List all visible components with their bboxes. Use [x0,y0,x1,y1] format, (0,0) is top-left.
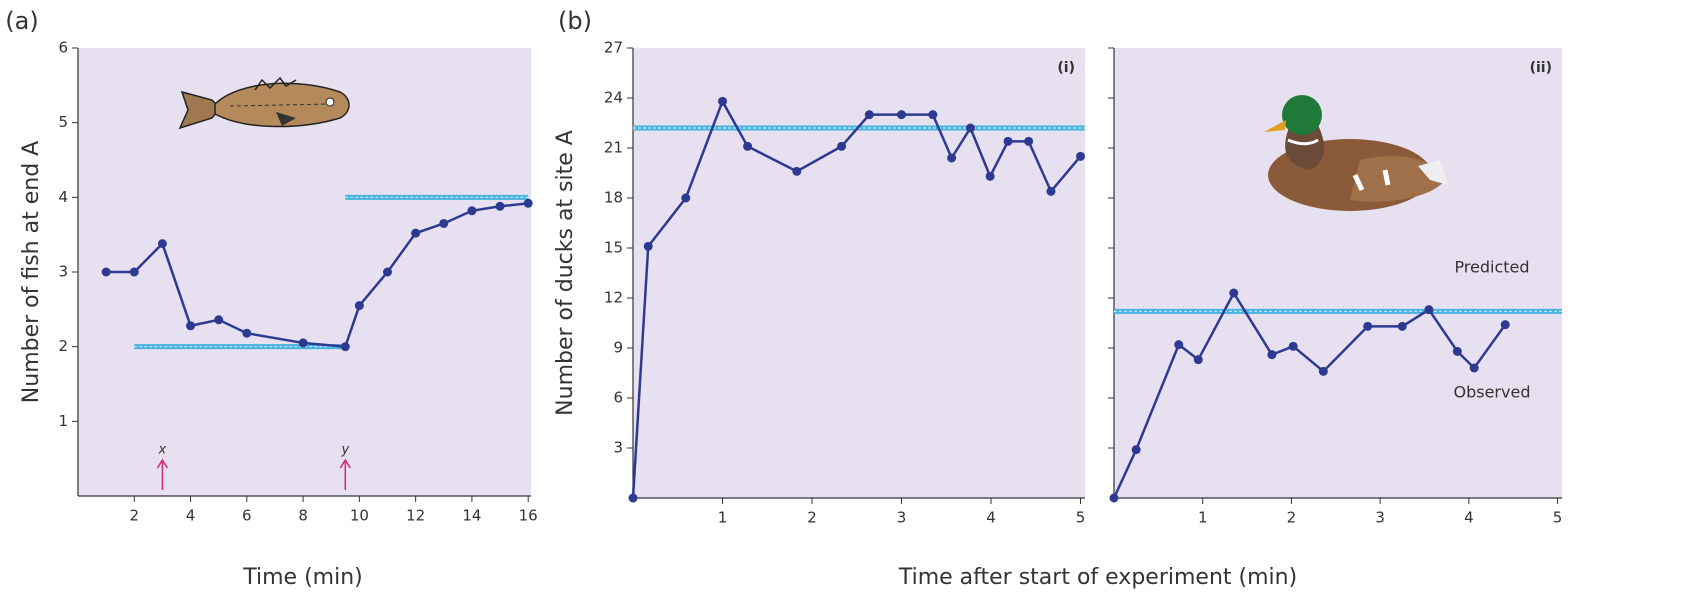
x-tick-label: 4 [1464,509,1474,527]
data-point [792,166,802,176]
x-tick-label: 16 [519,507,538,525]
x-axis-label: Time after start of experiment (min) [898,565,1297,590]
data-point [439,218,449,228]
x-tick-label: 12 [406,507,425,525]
x-axis-label: Time (min) [242,565,363,590]
data-point [1131,445,1141,455]
data-point [1469,363,1479,373]
event-arrowhead [156,458,169,469]
y-tick-label: 21 [604,139,623,157]
event-label: y [340,443,349,458]
data-point [1193,355,1203,365]
panel-label: (b) [558,7,592,35]
data-point [1397,321,1407,331]
event-arrowhead [339,458,351,469]
data-point [837,141,847,151]
y-tick-label: 1 [58,412,68,430]
data-point [495,201,505,211]
data-point [1267,350,1277,360]
x-tick-label: 2 [1287,509,1297,527]
data-point [298,338,308,348]
x-tick-label: 10 [350,507,369,525]
data-point [1288,341,1298,351]
data-point [1024,136,1034,146]
y-tick-label: 9 [613,339,623,357]
x-tick-label: 2 [129,507,139,525]
annotation: Observed [1454,383,1531,402]
data-point [354,301,364,311]
x-tick-label: 2 [807,509,817,527]
y-axis-label: Number of fish at end A [19,141,44,403]
y-tick-label: 4 [58,188,68,206]
data-point [340,342,350,352]
y-tick-label: 27 [604,39,623,57]
y-tick-label: 3 [613,439,623,457]
plot-area [633,48,1085,498]
illustrations [178,76,1448,211]
x-tick-label: 4 [986,509,996,527]
data-point [383,267,393,277]
data-point [157,239,167,249]
data-point [411,228,421,238]
y-tick-label: 5 [58,113,68,131]
data-point [965,123,975,133]
y-tick-label: 18 [604,189,623,207]
data-point [1174,340,1184,350]
y-tick-label: 6 [613,389,623,407]
data-point [1076,151,1086,161]
data-point [1500,320,1510,330]
data-point [242,328,252,338]
fish-illustration [178,76,350,130]
data-point [1003,136,1013,146]
data-point [101,267,111,277]
data-point [1452,346,1462,356]
data-point [1363,321,1373,331]
data-point [1229,288,1239,298]
x-tick-label: 1 [718,509,728,527]
panel-label: (a) [5,7,38,35]
y-tick-label: 3 [58,263,68,281]
x-tick-label: 6 [242,507,252,525]
data-point [1046,186,1056,196]
data-point [864,110,874,120]
y-tick-label: 24 [604,89,623,107]
data-point [718,96,728,106]
data-point [467,206,477,216]
data-point [643,241,653,251]
data-point [523,198,533,208]
x-tick-label: 3 [897,509,907,527]
data-point [985,171,995,181]
x-tick-label: 4 [186,507,196,525]
data-point [947,153,957,163]
x-tick-label: 8 [298,507,308,525]
y-tick-label: 2 [58,337,68,355]
x-tick-label: 14 [462,507,481,525]
x-tick-label: 5 [1553,509,1563,527]
data-point [743,141,753,151]
data-point [628,493,638,503]
data-point [214,315,224,325]
duck-illustration [1264,95,1448,211]
data-point [928,110,938,120]
event-label: x [158,443,167,458]
panel-sub-label: (ii) [1530,60,1552,76]
data-point [1424,305,1434,315]
x-tick-label: 1 [1198,509,1208,527]
panel-sub-label: (i) [1057,60,1075,76]
y-tick-label: 6 [58,39,68,57]
data-point [1109,493,1119,503]
y-tick-label: 15 [604,239,623,257]
data-point [1318,366,1328,376]
plot-area [1114,48,1562,498]
data-point [897,110,907,120]
data-point [129,267,139,277]
data-point [681,193,691,203]
x-tick-label: 5 [1076,509,1086,527]
data-point [186,321,196,331]
annotation: Predicted [1454,258,1529,277]
x-tick-label: 3 [1375,509,1385,527]
y-tick-label: 12 [604,289,623,307]
y-axis-label: Number of ducks at site A [553,130,578,416]
